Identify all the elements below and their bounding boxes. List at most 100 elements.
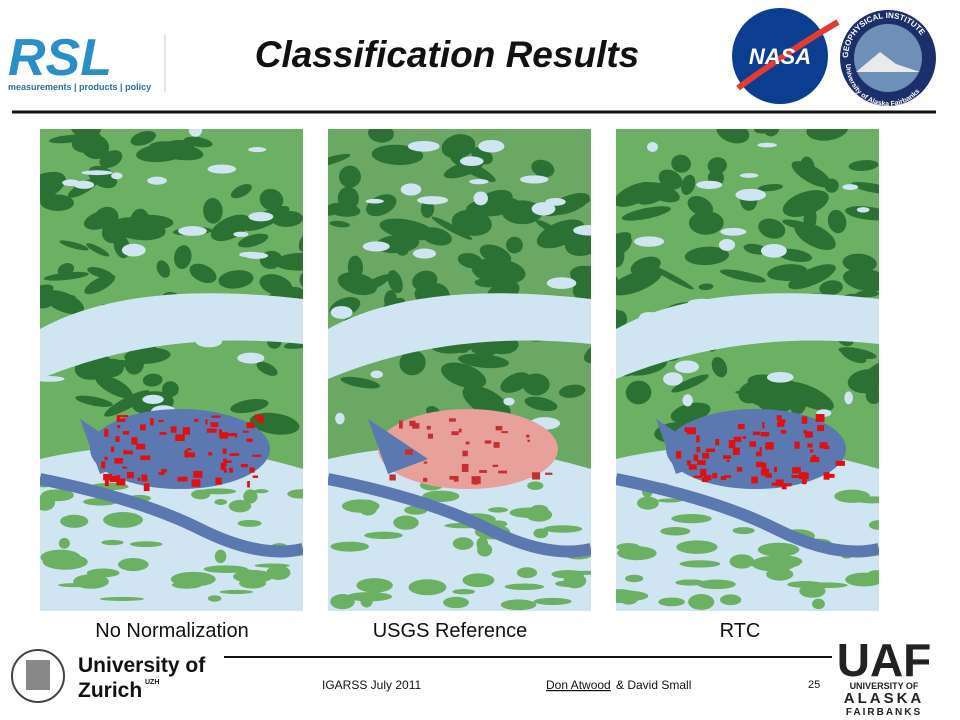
forest-patch [711, 356, 728, 378]
forest-patch [2, 207, 26, 227]
forest-patch [283, 333, 303, 349]
forest-patch [688, 211, 724, 235]
forest-patch [754, 129, 786, 134]
lowland-patch [462, 573, 495, 588]
lowland-patch [527, 481, 544, 491]
urban-pixel [426, 425, 431, 430]
forest-patch [86, 243, 110, 257]
urban-pixel [110, 446, 115, 453]
snow-patch [248, 212, 274, 222]
footer-author: & David Small [616, 678, 691, 692]
snow-patch [188, 129, 203, 137]
panel-caption: USGS Reference [373, 620, 528, 642]
urban-pixel [150, 418, 154, 426]
snow-patch [111, 172, 123, 180]
urban-pixel [247, 481, 250, 488]
urban-pixel [484, 440, 492, 444]
snow-patch [488, 310, 519, 316]
forest-patch [43, 271, 89, 281]
urban-pixel [127, 471, 134, 479]
urban-pixel [258, 415, 264, 423]
forest-patch [420, 200, 435, 218]
forest-patch [680, 174, 696, 195]
urban-pixel [792, 467, 801, 474]
urban-pixel [751, 476, 758, 484]
forest-patch [174, 245, 192, 269]
urban-pixel [223, 468, 227, 473]
urban-pixel [765, 442, 774, 450]
forest-patch [124, 352, 145, 375]
lowland-patch [658, 597, 685, 607]
snow-patch [473, 191, 488, 206]
snow-patch [647, 142, 658, 152]
forest-patch [782, 190, 829, 217]
uzh-seal [11, 649, 65, 703]
urban-pixel [715, 439, 720, 446]
forest-patch [441, 134, 476, 159]
lowland-patch [637, 496, 659, 510]
urban-pixel [498, 470, 508, 474]
panel-caption: RTC [720, 620, 761, 642]
urban-pixel [722, 455, 731, 459]
urban-pixel [697, 460, 706, 466]
urban-pixel [136, 443, 146, 450]
forest-patch [399, 350, 426, 376]
forest-patch [687, 196, 714, 217]
urban-pixel [170, 426, 177, 433]
urban-pixel [493, 442, 500, 448]
snow-patch [233, 231, 249, 237]
lowland-patch [757, 542, 800, 557]
urban-pixel [736, 467, 743, 472]
snow-patch [407, 140, 440, 152]
urban-pixel [804, 431, 813, 438]
forest-patch [848, 160, 879, 171]
river [328, 473, 591, 558]
snow-patch [370, 370, 383, 379]
snow-patch [851, 335, 870, 341]
urban-pixel [755, 461, 764, 468]
urban-pixel [492, 464, 499, 467]
slide-title: Classification Results [255, 34, 640, 75]
lowland-patch [214, 499, 228, 505]
forest-patch [210, 214, 251, 242]
lowland-patch [101, 539, 124, 546]
lowland-patch [58, 583, 93, 588]
nasa-text: NASA [749, 44, 811, 69]
river [40, 473, 303, 558]
forest-patch [337, 186, 359, 210]
forest-patch [298, 230, 303, 252]
forest-patch [671, 374, 709, 393]
snow-patch [330, 306, 353, 319]
forest-patch [524, 396, 558, 412]
urban-pixel [104, 428, 109, 437]
forest-patch [842, 253, 877, 273]
map-image [2, 129, 303, 611]
lowland-patch [243, 489, 258, 504]
urban-pixel [219, 432, 228, 439]
snow-patch [81, 170, 113, 176]
urban-pixel [252, 454, 262, 457]
snow-patch [40, 376, 65, 382]
forest-patch [384, 91, 426, 120]
forest-patch [850, 182, 879, 195]
urban-pixel [143, 483, 150, 492]
urban-pixel [458, 428, 462, 433]
rsl-text: RSL [8, 29, 112, 87]
lowland-patch [619, 592, 638, 605]
lowland-patch [657, 498, 683, 503]
forest-patch [367, 129, 394, 143]
urban-pixel [101, 461, 106, 469]
urban-pixel [742, 435, 747, 439]
urban-pixel [752, 431, 761, 436]
urban-pixel [249, 467, 255, 473]
snow-patch [365, 198, 384, 204]
lowland-patch [476, 536, 489, 551]
nasa-logo: NASA [732, 8, 840, 104]
forest-patch [558, 384, 586, 398]
urban-pixel [229, 467, 233, 473]
lowland-patch [341, 499, 380, 513]
urban-pixel [122, 431, 130, 435]
urban-pixel [177, 476, 188, 482]
urban-pixel [526, 434, 530, 438]
urban-pixel [471, 476, 481, 484]
